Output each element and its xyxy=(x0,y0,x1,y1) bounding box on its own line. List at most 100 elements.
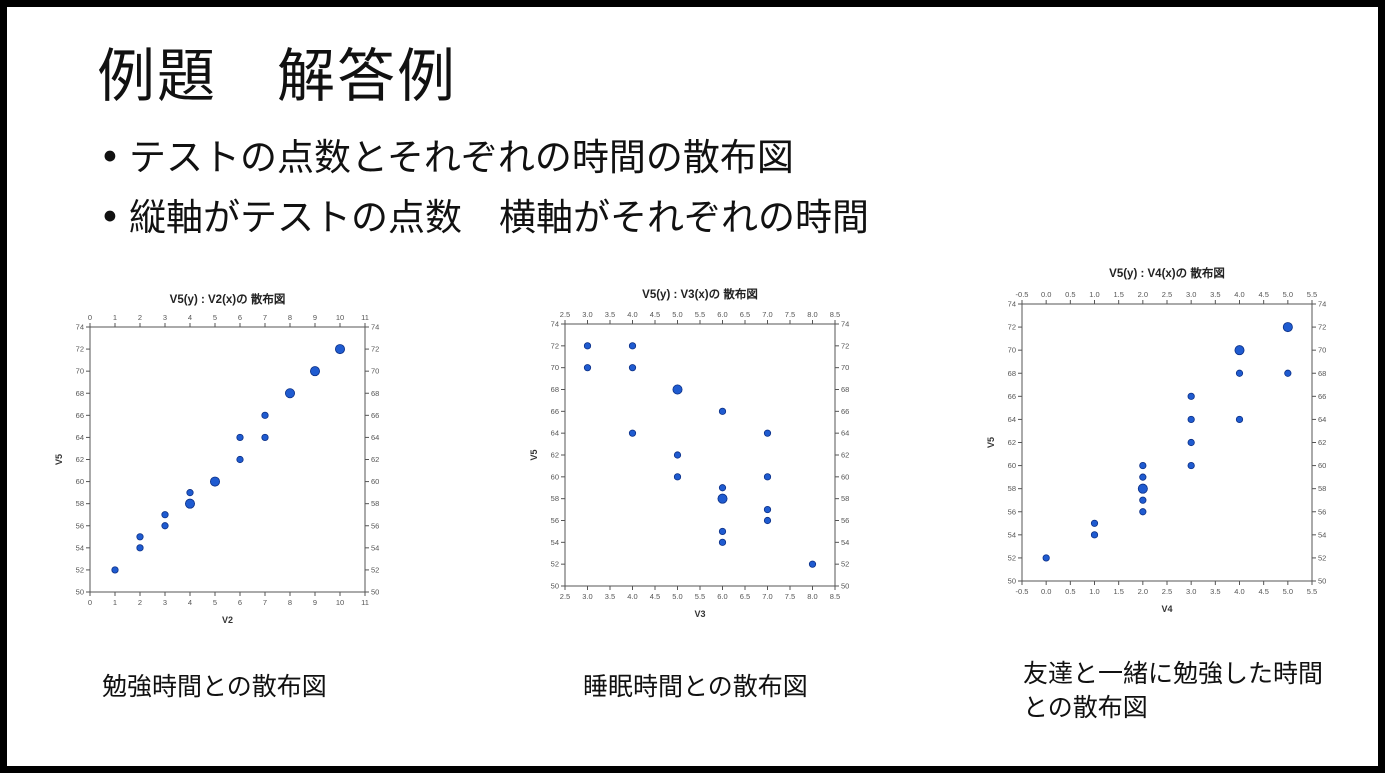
x-tick-label: 3.5 xyxy=(1210,587,1220,596)
x-tick-label-top: 2.5 xyxy=(1162,290,1172,299)
chart-title: V5(y) : V4(x)の 散布図 xyxy=(1109,266,1225,280)
scatter-chart-sleep-time: V5(y) : V3(x)の 散布図 2.5 2.5 3.0 3.0 3.5 3.5 4.0 4… xyxy=(529,287,849,619)
y-tick-label-right: 54 xyxy=(371,543,379,552)
x-tick-label-top: 2 xyxy=(138,313,142,322)
x-tick-label-top: 1 xyxy=(113,313,117,322)
y-tick-label: 68 xyxy=(1008,369,1016,378)
x-tick-label: -0.5 xyxy=(1016,587,1029,596)
data-point xyxy=(1282,322,1293,333)
data-point xyxy=(583,342,592,350)
x-tick-label: 2.0 xyxy=(1138,587,1148,596)
y-tick-label-right: 58 xyxy=(1318,484,1326,493)
x-tick-label: 7 xyxy=(263,598,267,607)
y-tick-label-right: 58 xyxy=(371,499,379,508)
x-tick-label: 5 xyxy=(213,598,217,607)
y-tick-label: 64 xyxy=(551,429,559,438)
y-tick-label-right: 56 xyxy=(371,521,379,530)
chart-title: V5(y) : V2(x)の 散布図 xyxy=(170,292,286,306)
x-tick-label: 7.0 xyxy=(762,592,772,601)
x-tick-label: 11 xyxy=(361,598,369,607)
x-tick-label: 1.5 xyxy=(1113,587,1123,596)
data-point xyxy=(1139,473,1147,481)
bullet-text: テストの点数とそれぞれの時間の散布図 xyxy=(129,136,794,179)
data-point xyxy=(1090,531,1099,539)
x-tick-label-top: 8.5 xyxy=(830,310,840,319)
x-tick-label: 6.5 xyxy=(740,592,750,601)
x-tick-label-top: 0.0 xyxy=(1041,290,1051,299)
x-axis-label: V3 xyxy=(694,609,705,619)
y-tick-label-right: 66 xyxy=(841,407,849,416)
x-tick-label-top: 5.5 xyxy=(1307,290,1317,299)
y-tick-label: 64 xyxy=(76,433,84,442)
data-point xyxy=(1042,554,1050,562)
y-tick-label-right: 56 xyxy=(841,516,849,525)
data-point xyxy=(1234,345,1245,356)
data-point xyxy=(1139,496,1147,504)
x-tick-label: 4.5 xyxy=(650,592,660,601)
y-tick-label: 56 xyxy=(551,516,559,525)
y-tick-label: 68 xyxy=(76,389,84,398)
chart-title: V5(y) : V3(x)の 散布図 xyxy=(642,287,758,301)
x-tick-label-top: 7.0 xyxy=(762,310,772,319)
data-point xyxy=(763,473,772,481)
y-tick-label-right: 70 xyxy=(1318,346,1326,355)
x-tick-label: 5.0 xyxy=(1283,587,1293,596)
data-point xyxy=(184,498,195,509)
data-point xyxy=(1187,438,1195,447)
x-tick-label-top: 3.5 xyxy=(1210,290,1220,299)
y-tick-label-right: 68 xyxy=(1318,369,1326,378)
data-point xyxy=(1139,461,1147,470)
y-tick-label-right: 72 xyxy=(841,341,849,350)
y-tick-label: 74 xyxy=(551,320,559,329)
y-axis-label: V5 xyxy=(986,437,996,448)
x-tick-label: 3.0 xyxy=(582,592,592,601)
y-tick-label: 72 xyxy=(551,341,559,350)
data-point xyxy=(1187,392,1195,400)
slide-title: 例題 解答例 xyxy=(97,42,458,110)
x-tick-label-top: 6.0 xyxy=(717,310,727,319)
data-point xyxy=(161,522,169,530)
y-tick-label: 68 xyxy=(551,385,559,394)
y-tick-label: 62 xyxy=(76,455,84,464)
x-tick-label: 8.5 xyxy=(830,592,840,601)
data-point xyxy=(261,433,269,442)
x-tick-label-top: 4.5 xyxy=(1258,290,1268,299)
scatter-chart-study-time: V5(y) : V2(x)の 散布図0011223344556677889910… xyxy=(54,292,379,625)
bullet-text: 縦軸がテストの点数 横軸がそれぞれの時間 xyxy=(129,196,869,239)
x-tick-label: 1 xyxy=(113,598,117,607)
data-point xyxy=(1187,415,1195,424)
x-tick-label-top: 10 xyxy=(336,313,344,322)
y-tick-label: 60 xyxy=(1008,461,1016,470)
y-tick-label: 70 xyxy=(76,367,84,376)
y-axis-label: V5 xyxy=(54,454,64,465)
y-tick-label-right: 50 xyxy=(841,582,849,591)
y-tick-label-right: 66 xyxy=(1318,392,1326,401)
y-tick-label: 50 xyxy=(76,588,84,597)
data-point xyxy=(334,344,345,355)
x-tick-label-top: 2.0 xyxy=(1138,290,1148,299)
x-tick-label-top: 0 xyxy=(88,313,92,322)
bullet-item: • 縦軸がテストの点数 横軸がそれぞれの時間 xyxy=(99,187,869,241)
data-point xyxy=(628,342,637,350)
x-tick-label: 8.0 xyxy=(807,592,817,601)
x-tick-label: 9 xyxy=(313,598,317,607)
x-tick-label-top: 5 xyxy=(213,313,217,322)
y-tick-label: 62 xyxy=(1008,438,1016,447)
y-tick-label: 60 xyxy=(76,477,84,486)
data-point xyxy=(808,560,817,568)
data-point xyxy=(136,533,144,541)
x-tick-label: 3.0 xyxy=(1186,587,1196,596)
y-tick-label: 62 xyxy=(551,451,559,460)
data-point xyxy=(763,429,772,437)
data-point xyxy=(236,433,244,442)
data-point xyxy=(628,364,637,372)
x-tick-label: 2 xyxy=(138,598,142,607)
x-tick-label-top: 3 xyxy=(163,313,167,322)
y-tick-label-right: 74 xyxy=(841,320,849,329)
y-tick-label-right: 72 xyxy=(371,345,379,354)
y-tick-label: 56 xyxy=(1008,507,1016,516)
y-tick-label-right: 60 xyxy=(841,472,849,481)
x-tick-label-top: 11 xyxy=(361,313,369,322)
y-tick-label-right: 60 xyxy=(1318,461,1326,470)
x-tick-label-top: 4 xyxy=(188,313,192,322)
